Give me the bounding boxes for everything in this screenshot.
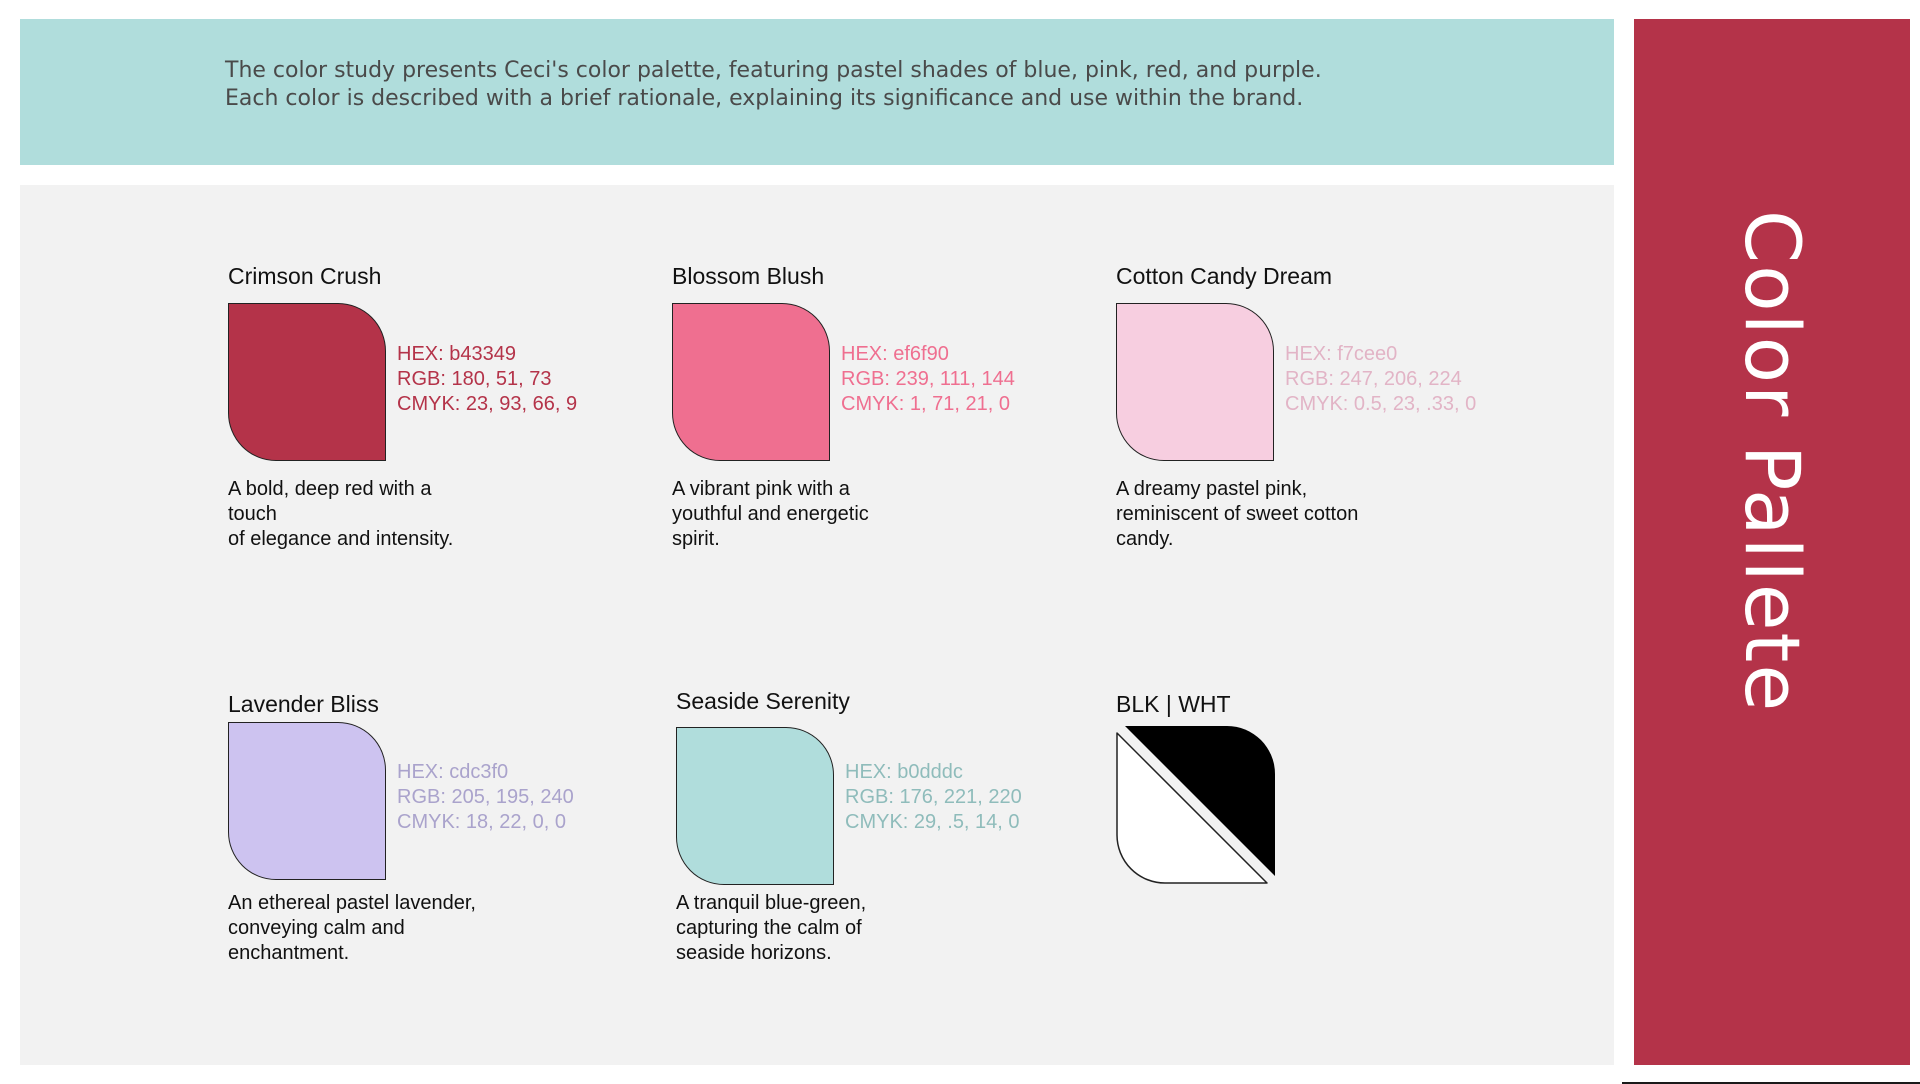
description-line: reminiscent of sweet cotton: [1116, 503, 1359, 525]
description-line: conveying calm and: [228, 917, 405, 939]
color-swatch: [228, 303, 386, 461]
color-name: Seaside Serenity: [676, 688, 850, 714]
description-line: spirit.: [672, 528, 720, 550]
color-name: Blossom Blush: [672, 263, 825, 289]
cmyk-value: CMYK: 18, 22, 0, 0: [397, 811, 566, 833]
color-name: Lavender Bliss: [228, 691, 379, 717]
cmyk-value: CMYK: 0.5, 23, .33, 0: [1285, 393, 1477, 415]
description-line: of elegance and intensity.: [228, 528, 454, 550]
description-line: youthful and energetic: [672, 503, 869, 525]
intro-line-1: The color study presents Ceci's color pa…: [225, 58, 1322, 83]
hex-value: HEX: b43349: [397, 343, 516, 365]
hex-value: HEX: cdc3f0: [397, 761, 509, 783]
color-card-black-white: BLK | WHT: [1116, 690, 1316, 910]
description-line: A bold, deep red with a: [228, 478, 432, 500]
color-description: A bold, deep red with a touch of eleganc…: [228, 477, 518, 552]
rgb-value: RGB: 176, 221, 220: [845, 786, 1022, 808]
cmyk-value: CMYK: 29, .5, 14, 0: [845, 811, 1020, 833]
color-codes: HEX: b0dddc RGB: 176, 221, 220 CMYK: 29,…: [845, 760, 1022, 835]
description-line: A dreamy pastel pink,: [1116, 478, 1308, 500]
cmyk-value: CMYK: 1, 71, 21, 0: [841, 393, 1010, 415]
black-half: [1125, 726, 1275, 876]
color-description: An ethereal pastel lavender, conveying c…: [228, 891, 518, 966]
color-card-cotton-candy-dream: Cotton Candy Dream HEX: f7cee0 RGB: 247,…: [1116, 262, 1516, 562]
description-line: A vibrant pink with a: [672, 478, 850, 500]
color-name: Crimson Crush: [228, 263, 382, 289]
page-title: Color Pallete: [1728, 210, 1817, 714]
color-card-seaside-serenity: Seaside Serenity HEX: b0dddc RGB: 176, 2…: [676, 687, 1076, 987]
color-card-lavender-bliss: Lavender Bliss HEX: cdc3f0 RGB: 205, 195…: [228, 690, 628, 990]
intro-banner: [20, 19, 1614, 165]
color-card-crimson-crush: Crimson Crush HEX: b43349 RGB: 180, 51, …: [228, 262, 628, 562]
color-card-blossom-blush: Blossom Blush HEX: ef6f90 RGB: 239, 111,…: [672, 262, 1072, 562]
color-description: A vibrant pink with a youthful and energ…: [672, 477, 962, 552]
intro-text: The color study presents Ceci's color pa…: [225, 57, 1525, 113]
color-swatch: [672, 303, 830, 461]
hex-value: HEX: ef6f90: [841, 343, 949, 365]
intro-line-2: Each color is described with a brief rat…: [225, 86, 1304, 111]
description-line: touch: [228, 503, 277, 525]
sidebar: [1634, 19, 1910, 1065]
color-swatch: [228, 722, 386, 880]
color-codes: HEX: b43349 RGB: 180, 51, 73 CMYK: 23, 9…: [397, 342, 577, 417]
color-codes: HEX: ef6f90 RGB: 239, 111, 144 CMYK: 1, …: [841, 342, 1015, 417]
black-white-swatch: [1116, 726, 1275, 884]
description-line: An ethereal pastel lavender,: [228, 892, 476, 914]
color-name: Cotton Candy Dream: [1116, 263, 1333, 289]
description-line: enchantment.: [228, 942, 350, 964]
description-line: candy.: [1116, 528, 1174, 550]
color-name: BLK | WHT: [1116, 691, 1231, 717]
color-swatch: [676, 727, 834, 885]
description-line: A tranquil blue-green,: [676, 892, 867, 914]
rgb-value: RGB: 247, 206, 224: [1285, 368, 1462, 390]
white-half: [1116, 732, 1268, 884]
description-line: seaside horizons.: [676, 942, 832, 964]
color-swatch: [1116, 303, 1274, 461]
color-description: A tranquil blue-green, capturing the cal…: [676, 891, 966, 966]
color-codes: HEX: cdc3f0 RGB: 205, 195, 240 CMYK: 18,…: [397, 760, 574, 835]
rgb-value: RGB: 180, 51, 73: [397, 368, 552, 390]
cmyk-value: CMYK: 23, 93, 66, 9: [397, 393, 578, 415]
color-codes: HEX: f7cee0 RGB: 247, 206, 224 CMYK: 0.5…: [1285, 342, 1476, 417]
hex-value: HEX: f7cee0: [1285, 343, 1398, 365]
description-line: capturing the calm of: [676, 917, 862, 939]
rgb-value: RGB: 205, 195, 240: [397, 786, 574, 808]
rgb-value: RGB: 239, 111, 144: [841, 368, 1015, 390]
hex-value: HEX: b0dddc: [845, 761, 963, 783]
color-description: A dreamy pastel pink, reminiscent of swe…: [1116, 477, 1406, 552]
